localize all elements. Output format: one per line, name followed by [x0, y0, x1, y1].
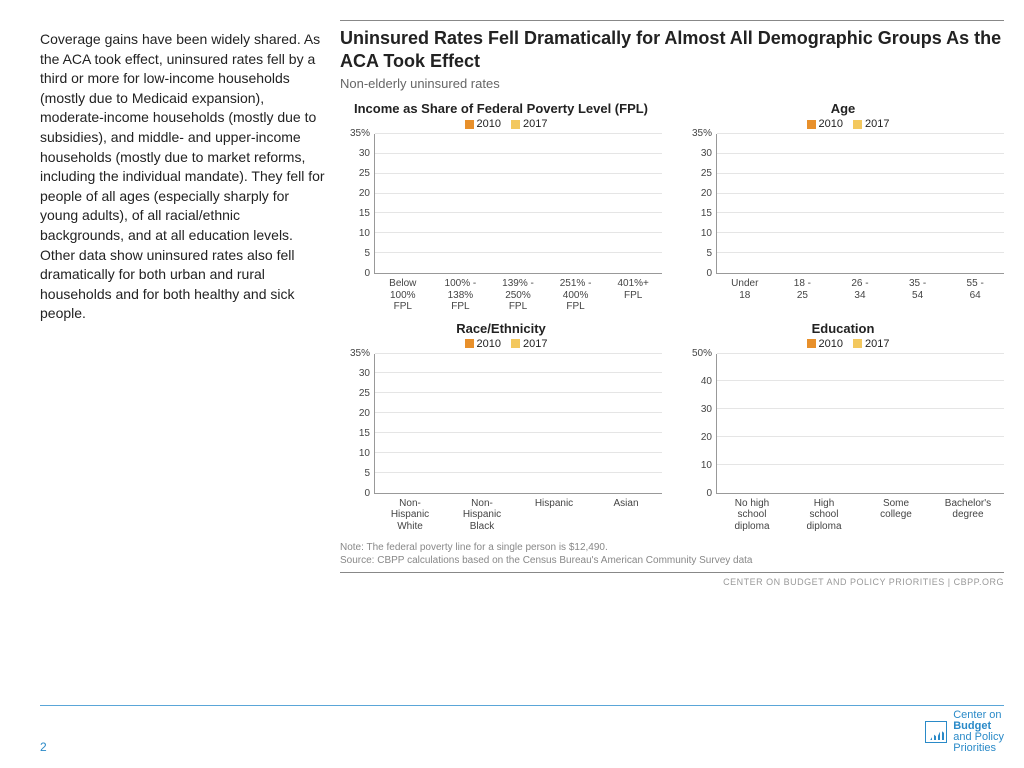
x-axis-labels: Non-HispanicWhiteNon-HispanicBlackHispan… [374, 498, 662, 533]
figure-title: Uninsured Rates Fell Dramatically for Al… [340, 27, 1004, 72]
figure-panel: Uninsured Rates Fell Dramatically for Al… [340, 20, 1004, 587]
x-label: 251% -400%FPL [547, 278, 605, 313]
chart-block: Education 20102017 50%403020100No highscho… [682, 321, 1004, 533]
figure-subtitle: Non-elderly uninsured rates [340, 76, 1004, 91]
y-axis: 50%403020100 [682, 354, 716, 494]
figure-source: Source: CBPP calculations based on the C… [340, 555, 1004, 573]
x-label: Bachelor'sdegree [932, 498, 1004, 533]
x-label: Asian [590, 498, 662, 533]
x-label: 401%+FPL [604, 278, 662, 313]
x-label: 35 -54 [889, 278, 947, 301]
chart-block: Race/Ethnicity2010201735%302520151050Non… [340, 321, 662, 533]
charts-grid: Income as Share of Federal Poverty Level… [340, 101, 1004, 532]
y-axis: 35%302520151050 [340, 134, 374, 274]
chart-legend: 20102017 [682, 118, 1004, 130]
x-axis-labels: Below100%FPL100% -138%FPL139% -250%FPL25… [374, 278, 662, 313]
x-axis-labels: No highschooldiplomaHighschooldiplomaSom… [716, 498, 1004, 533]
figure-note: Note: The federal poverty line for a sin… [340, 542, 1004, 553]
x-label: 139% -250%FPL [489, 278, 547, 313]
plot-area [374, 354, 662, 494]
chart-block: Age 20102017 35%302520151050Under1818 -252… [682, 101, 1004, 313]
x-label: Under18 [716, 278, 774, 301]
logo-text: Center on Budget and Policy Priorities [953, 710, 1004, 754]
chart-block: Income as Share of Federal Poverty Level… [340, 101, 662, 313]
x-label: Somecollege [860, 498, 932, 533]
x-label: No highschooldiploma [716, 498, 788, 533]
chart-title: Race/Ethnicity [340, 321, 662, 336]
page-content: Coverage gains have been widely shared. … [0, 0, 1024, 587]
body-text-column: Coverage gains have been widely shared. … [40, 20, 340, 587]
body-paragraph: Coverage gains have been widely shared. … [40, 30, 325, 324]
y-axis: 35%302520151050 [682, 134, 716, 274]
x-label: Non-HispanicWhite [374, 498, 446, 533]
page-number: 2 [40, 740, 47, 754]
page-footer: 2 Center on Budget and Policy Priorities [40, 705, 1004, 754]
x-label: Below100%FPL [374, 278, 432, 313]
chart-legend: 20102017 [340, 118, 662, 130]
x-label: 55 -64 [946, 278, 1004, 301]
logo-icon [925, 721, 947, 743]
chart-title: Education [682, 321, 1004, 336]
chart-legend: 20102017 [340, 338, 662, 350]
chart-title: Age [682, 101, 1004, 116]
chart-legend: 20102017 [682, 338, 1004, 350]
y-axis: 35%302520151050 [340, 354, 374, 494]
plot-area [374, 134, 662, 274]
x-label: 26 -34 [831, 278, 889, 301]
cbpp-logo: Center on Budget and Policy Priorities [925, 710, 1004, 754]
x-label: 18 -25 [774, 278, 832, 301]
chart-title: Income as Share of Federal Poverty Level… [340, 101, 662, 116]
plot-area [716, 134, 1004, 274]
x-label: Hispanic [518, 498, 590, 533]
x-label: Highschooldiploma [788, 498, 860, 533]
plot-area [716, 354, 1004, 494]
x-label: Non-HispanicBlack [446, 498, 518, 533]
x-label: 100% -138%FPL [432, 278, 490, 313]
x-axis-labels: Under1818 -2526 -3435 -5455 -64 [716, 278, 1004, 301]
figure-attribution: CENTER ON BUDGET AND POLICY PRIORITIES |… [340, 577, 1004, 587]
